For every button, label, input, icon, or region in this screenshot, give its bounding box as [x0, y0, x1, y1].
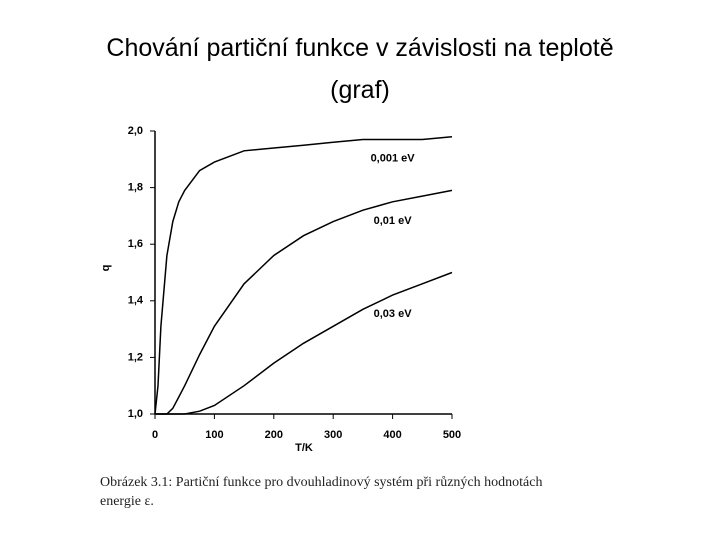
line — [154, 135, 453, 415]
y-tick-label: 1,4 — [128, 295, 144, 307]
series-label: 0,03 eV — [374, 308, 413, 320]
slide-title: Chování partiční funkce v závislosti na … — [106, 34, 613, 62]
series-label: 0,01 eV — [374, 215, 413, 227]
y-tick-label: 2,0 — [128, 125, 143, 137]
series-label: 0,001 eV — [371, 152, 416, 164]
x-axis-label: T/K — [295, 442, 313, 454]
x-tick-label: 300 — [324, 429, 342, 441]
x-tick-label: 500 — [443, 429, 461, 441]
slide-title: (graf) — [330, 76, 390, 104]
y-tick-label: 1,8 — [128, 182, 143, 194]
x-tick-label: 400 — [383, 429, 401, 441]
x-tick-label: 200 — [265, 429, 283, 441]
x-tick-label: 0 — [152, 429, 158, 441]
caption: energie ε. — [100, 494, 154, 509]
y-tick-label: 1,2 — [128, 351, 143, 363]
line — [155, 271, 453, 415]
caption: Obrázek 3.1: Partiční funkce pro dvouhla… — [100, 475, 542, 490]
y-axis-label: q — [100, 265, 112, 272]
x-tick-label: 100 — [205, 429, 223, 441]
y-tick-label: 1,6 — [128, 238, 143, 250]
y-tick-label: 1,0 — [128, 408, 143, 420]
